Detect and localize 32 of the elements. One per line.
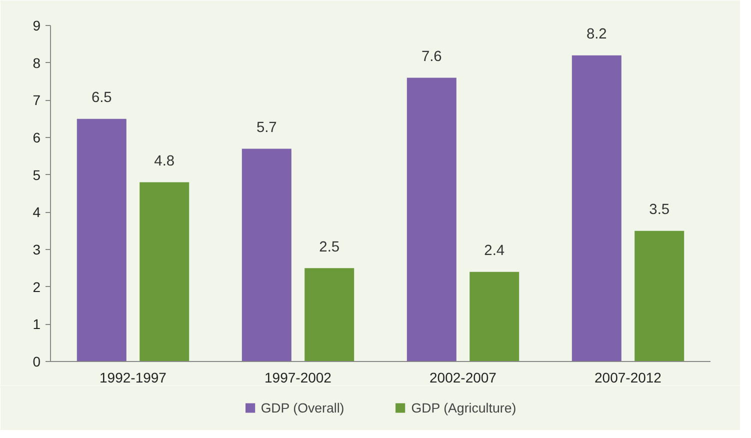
y-tick-label: 3 [32,242,41,258]
x-tick-label: 1997-2002 [264,370,332,386]
y-tick-label: 1 [32,316,41,332]
x-tick-label: 2007-2012 [594,370,662,386]
bar [242,148,292,362]
bar [572,55,622,362]
y-tick-label: 9 [32,18,41,34]
bar [470,272,520,362]
y-tick-label: 4 [32,204,41,220]
legend-label: GDP (Agriculture) [411,400,516,415]
data-label: 3.5 [649,202,670,218]
bar [634,230,684,362]
data-label: 5.7 [256,120,277,136]
bar [76,118,126,362]
y-tick-label: 2 [32,278,41,295]
data-label: 2.4 [484,243,505,260]
legend-label: GDP (Overall) [260,400,344,415]
bar [304,268,354,362]
bar [406,78,456,362]
data-label: 4.8 [154,154,175,170]
y-tick-label: 7 [32,92,41,108]
y-tick-label: 5 [32,166,41,183]
y-tick-label: 8 [32,54,41,71]
data-label: 8.2 [586,26,607,43]
x-tick-label: 2002-2007 [430,370,497,386]
x-tick-label: 1992-1997 [100,370,167,386]
data-label: 6.5 [91,90,112,106]
bar [140,182,190,362]
data-label: 2.5 [319,239,340,256]
y-tick-label: 6 [32,130,41,146]
y-tick-label: 0 [32,354,41,370]
data-label: 7.6 [421,48,442,65]
